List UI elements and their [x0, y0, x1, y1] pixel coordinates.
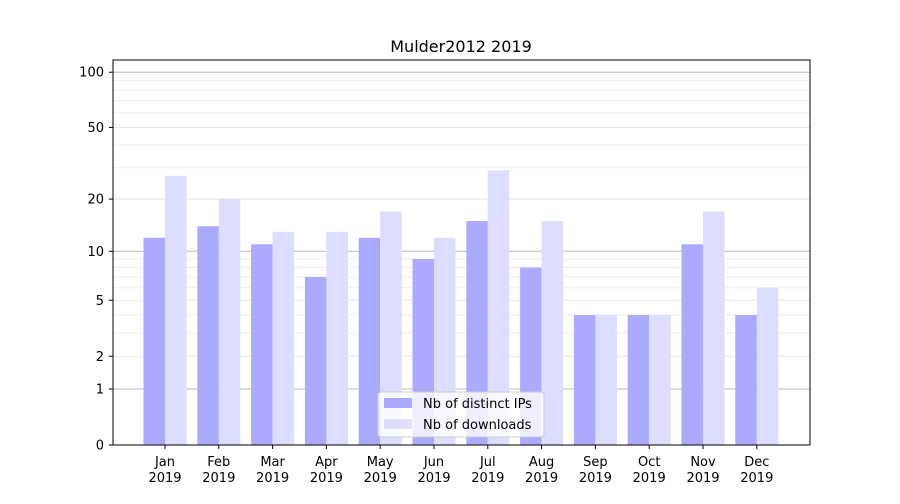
bar-downloads — [703, 211, 725, 445]
x-tick-label: Apr 2019 — [310, 455, 343, 486]
y-tick-label: 5 — [96, 294, 104, 309]
bar-downloads — [326, 231, 348, 445]
x-tick-label: Oct 2019 — [633, 455, 666, 486]
bar-distinct-ips — [466, 221, 488, 445]
bar-distinct-ips — [251, 244, 273, 445]
x-tick-label: Aug 2019 — [525, 455, 558, 486]
x-tick-label: Dec 2019 — [740, 455, 773, 486]
bar-distinct-ips — [358, 237, 381, 445]
bar-downloads — [272, 231, 295, 445]
y-tick-label: 20 — [87, 193, 104, 208]
bar-distinct-ips — [627, 314, 650, 445]
x-tick-label: Jan 2019 — [148, 455, 181, 486]
y-tick-label: 10 — [87, 245, 104, 260]
legend-swatch — [384, 398, 412, 408]
bar-distinct-ips — [681, 244, 703, 445]
x-tick-label: Feb 2019 — [202, 455, 235, 486]
y-tick-label: 50 — [87, 121, 104, 136]
bar-downloads — [541, 221, 564, 445]
x-tick-label: Jul 2019 — [471, 455, 504, 486]
bar-downloads — [487, 170, 510, 446]
chart-title: Mulder2012 2019 — [390, 37, 532, 56]
x-tick-label: Nov 2019 — [686, 455, 719, 486]
bar-downloads — [218, 199, 241, 445]
bar-downloads — [756, 287, 779, 445]
x-tick-label: Mar 2019 — [256, 455, 289, 486]
x-tick-label: May 2019 — [364, 455, 397, 486]
y-tick-label: 2 — [96, 350, 104, 365]
x-tick-label: Jun 2019 — [417, 455, 450, 486]
bar-distinct-ips — [735, 314, 757, 445]
y-tick-label: 100 — [79, 66, 104, 81]
legend-label: Nb of downloads — [423, 418, 532, 433]
bar-distinct-ips — [304, 277, 327, 445]
x-tick-label: Sep 2019 — [579, 455, 612, 486]
bar-downloads — [165, 175, 187, 445]
y-tick-label: 1 — [96, 383, 104, 398]
bar-downloads — [649, 314, 671, 445]
bar-distinct-ips — [143, 237, 165, 445]
bar-downloads — [595, 314, 617, 445]
bar-distinct-ips — [573, 314, 596, 445]
legend-swatch — [384, 419, 412, 429]
legend: Nb of distinct IPs Nb of downloads — [377, 391, 545, 438]
plot-frame — [112, 59, 811, 446]
y-tick-label: 0 — [96, 439, 104, 454]
bar-distinct-ips — [197, 226, 219, 445]
bar-downloads — [380, 211, 402, 445]
legend-label: Nb of distinct IPs — [423, 397, 532, 412]
